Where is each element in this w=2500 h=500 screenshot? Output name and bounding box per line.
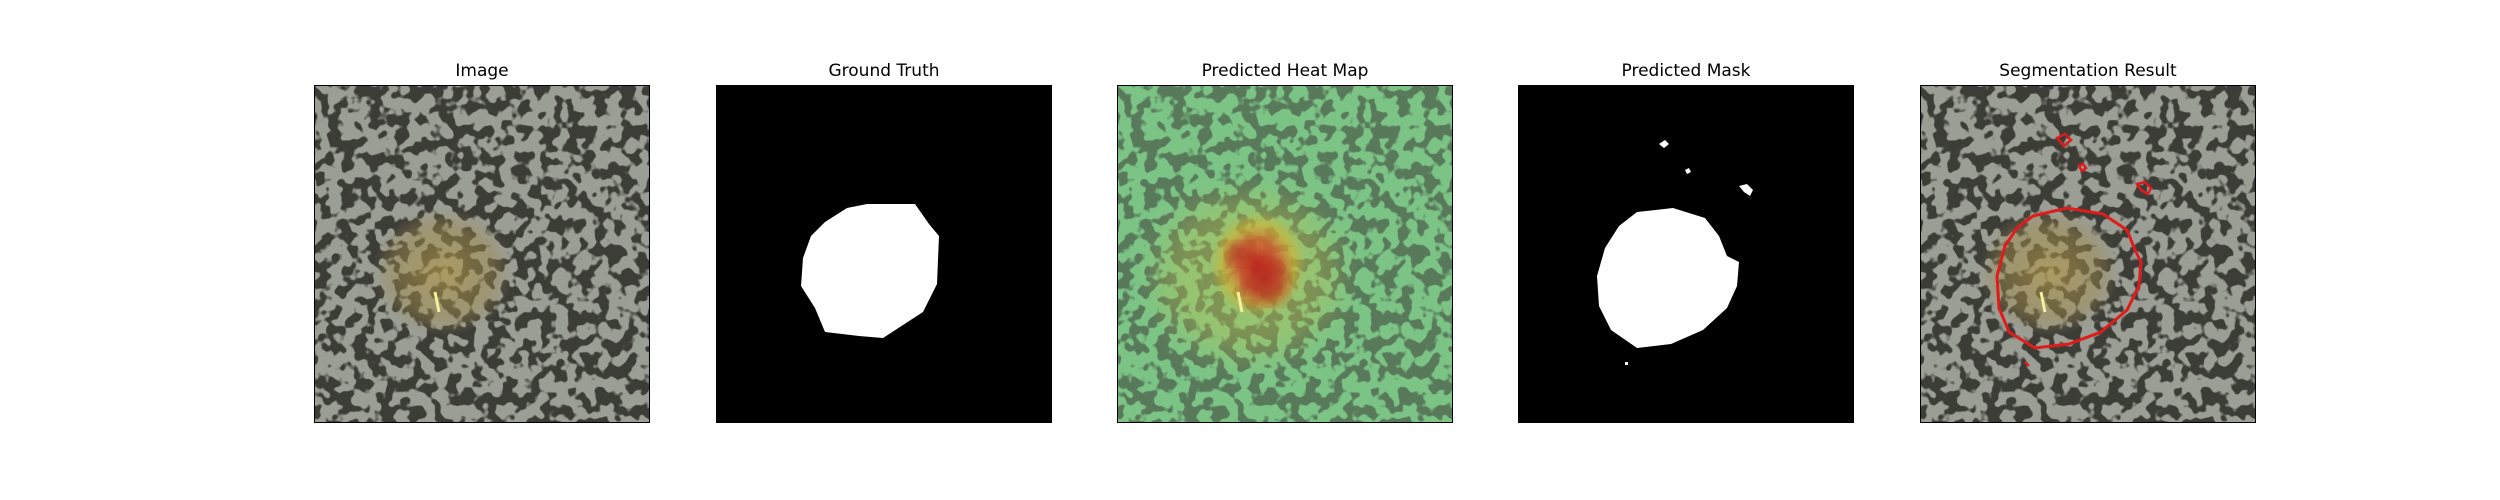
ground-truth-panel: Ground Truth — [716, 58, 1052, 424]
panel-title: Image — [455, 61, 509, 81]
speckled-texture-image — [314, 85, 650, 423]
heatmap-panel: Predicted Heat Map — [1117, 58, 1453, 424]
binary-mask-image — [716, 85, 1052, 423]
panel-title: Predicted Heat Map — [1201, 61, 1369, 81]
panel-title: Ground Truth — [828, 61, 940, 81]
heatmap-overlay-image — [1117, 85, 1453, 423]
segmentation-result-panel: Segmentation Result — [1920, 58, 2256, 424]
image-panel: Image — [314, 58, 650, 424]
binary-mask-image — [1518, 85, 1854, 423]
predicted-mask-panel: Predicted Mask — [1518, 58, 1854, 424]
contour-overlay-image — [1920, 85, 2256, 423]
panel-title: Segmentation Result — [1999, 61, 2177, 81]
panel-title: Predicted Mask — [1621, 61, 1751, 81]
